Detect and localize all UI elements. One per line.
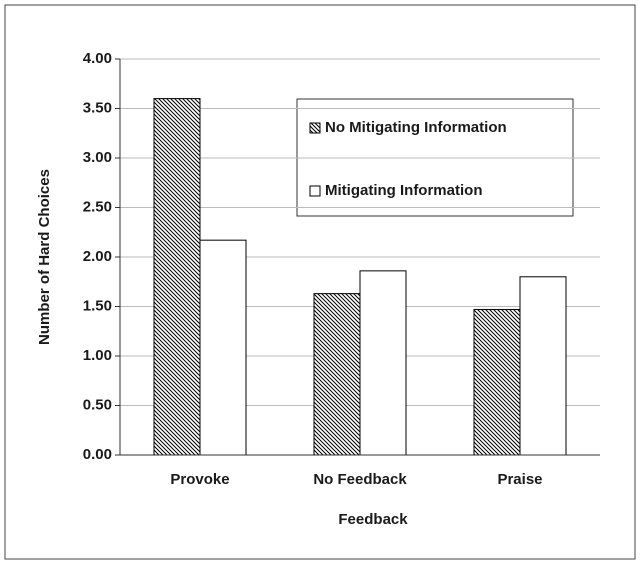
y-tick-label: 3.00 — [83, 149, 112, 166]
legend-label: Mitigating Information — [325, 182, 482, 199]
bar — [153, 98, 201, 456]
bar — [199, 239, 247, 456]
bar — [313, 293, 361, 456]
y-axis-label: Number of Hard Choices — [36, 169, 53, 345]
y-tick-label: 1.00 — [83, 347, 112, 364]
x-tick-label: Provoke — [170, 471, 229, 488]
bar — [359, 270, 407, 456]
y-tick-label: 0.00 — [83, 446, 112, 463]
y-tick-label: 3.50 — [83, 99, 112, 116]
x-tick-label: No Feedback — [313, 471, 407, 488]
y-tick-label: 1.50 — [83, 297, 112, 314]
x-axis-label: Feedback — [338, 511, 408, 528]
y-tick-label: 0.50 — [83, 396, 112, 413]
bar — [473, 308, 521, 456]
y-tick-label: 2.50 — [83, 198, 112, 215]
y-tick-label: 2.00 — [83, 248, 112, 265]
frame — [4, 4, 636, 560]
legend-label: No Mitigating Information — [325, 119, 507, 136]
legend-swatch — [309, 122, 321, 134]
x-tick-label: Praise — [497, 471, 542, 488]
bar — [519, 276, 567, 456]
legend-swatch — [309, 185, 321, 197]
y-tick-label: 4.00 — [83, 50, 112, 67]
